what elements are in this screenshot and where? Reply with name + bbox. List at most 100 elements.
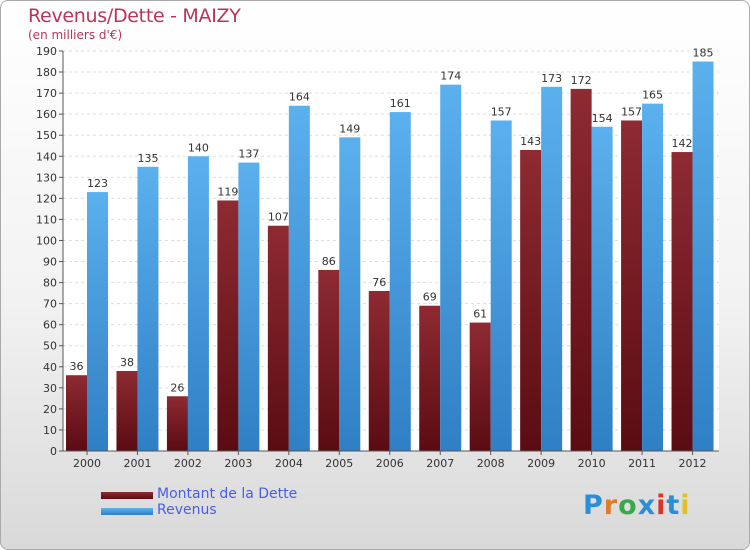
revenue-value-label: 174 <box>440 70 461 83</box>
x-tick-label: 2002 <box>174 457 202 470</box>
debt-value-label: 157 <box>621 105 642 118</box>
x-tick-label: 2008 <box>477 457 505 470</box>
debt-value-label: 69 <box>423 291 437 304</box>
proxiti-logo: Proxiti <box>583 490 691 521</box>
logo-letter: r <box>603 490 619 521</box>
y-tick-label: 50 <box>43 340 57 353</box>
revenue-bar <box>137 166 159 451</box>
revenue-value-label: 185 <box>693 47 714 60</box>
x-tick-label: 2004 <box>275 457 303 470</box>
y-tick-label: 60 <box>43 319 57 332</box>
y-tick-label: 30 <box>43 382 57 395</box>
revenue-bar <box>187 156 209 451</box>
revenue-value-label: 149 <box>339 122 360 135</box>
revenue-value-label: 154 <box>592 112 613 125</box>
debt-value-label: 26 <box>170 381 184 394</box>
revenue-bar <box>87 192 108 452</box>
debt-value-label: 61 <box>473 308 487 321</box>
x-tick-label: 2010 <box>578 457 606 470</box>
y-tick-label: 180 <box>36 66 57 79</box>
revenue-value-label: 135 <box>137 152 158 165</box>
y-tick-label: 40 <box>43 361 57 374</box>
revenue-bar <box>692 61 714 452</box>
x-tick-label: 2001 <box>123 457 151 470</box>
revenue-bar <box>288 105 310 451</box>
debt-value-label: 107 <box>268 211 289 224</box>
logo-letter: o <box>618 490 638 521</box>
debt-bar <box>318 269 340 451</box>
revenue-bar <box>642 103 664 451</box>
revenue-bar <box>238 162 260 451</box>
x-tick-label: 2009 <box>527 457 555 470</box>
debt-value-label: 76 <box>372 276 386 289</box>
x-tick-label: 2011 <box>628 457 656 470</box>
chart-subtitle: (en milliers d'€) <box>28 28 123 42</box>
revenue-bar <box>389 112 411 451</box>
y-tick-label: 20 <box>43 403 57 416</box>
y-tick-label: 70 <box>43 298 57 311</box>
x-tick-label: 2012 <box>679 457 707 470</box>
axes: 0 10 20 30 40 50 60 70 80 90 100 110 120 130 140 150 160… <box>36 45 719 470</box>
revenue-value-label: 140 <box>188 141 209 154</box>
x-tick-label: 2005 <box>325 457 353 470</box>
legend-label-revenue: Revenus <box>157 502 217 518</box>
logo-letter: t <box>666 490 681 521</box>
y-tick-label: 150 <box>36 129 57 142</box>
debt-value-label: 38 <box>120 356 134 369</box>
debt-value-label: 36 <box>70 360 84 373</box>
debt-value-label: 119 <box>217 185 238 198</box>
y-tick-label: 10 <box>43 424 57 437</box>
debt-value-label: 142 <box>672 137 693 150</box>
debt-bar <box>267 225 289 451</box>
revenue-value-label: 165 <box>642 89 663 102</box>
logo-letter: i <box>680 490 691 521</box>
revenue-bar <box>541 86 563 451</box>
debt-bar <box>520 149 542 451</box>
value-labels: 36 123 38 135 26 140 119 137 107 164 86 149 76 161 69 1… <box>70 47 714 395</box>
legend-swatch-debt <box>101 492 153 499</box>
debt-value-label: 143 <box>520 135 541 148</box>
revenue-value-label: 123 <box>87 177 108 190</box>
debt-bar <box>671 152 693 452</box>
y-tick-label: 140 <box>36 150 57 163</box>
revenue-bar <box>591 126 613 451</box>
y-tick-label: 120 <box>36 192 57 205</box>
revenue-value-label: 173 <box>541 72 562 85</box>
revenue-bar <box>440 84 462 452</box>
logo-letter: x <box>637 490 657 521</box>
debt-bar <box>419 305 441 451</box>
debt-bar <box>621 120 643 451</box>
x-tick-label: 2006 <box>376 457 404 470</box>
debt-value-label: 172 <box>571 74 592 87</box>
y-tick-label: 80 <box>43 277 57 290</box>
revenue-value-label: 157 <box>491 105 512 118</box>
logo-letter: P <box>583 490 604 521</box>
x-tick-label: 2003 <box>224 457 252 470</box>
debt-bar <box>570 88 592 451</box>
y-tick-label: 170 <box>36 87 57 100</box>
y-tick-label: 90 <box>43 256 57 269</box>
revenue-value-label: 137 <box>238 148 259 161</box>
revenue-bar <box>339 137 361 451</box>
y-tick-label: 130 <box>36 171 57 184</box>
revenue-bar <box>490 120 512 451</box>
debt-bar <box>469 322 491 451</box>
y-tick-label: 190 <box>36 45 57 58</box>
legend-label-debt: Montant de la Dette <box>157 486 298 502</box>
revenue-value-label: 164 <box>289 91 310 104</box>
y-tick-label: 100 <box>36 234 57 247</box>
legend-swatch-revenue <box>101 508 153 515</box>
y-tick-label: 160 <box>36 108 57 121</box>
x-tick-label: 2007 <box>426 457 454 470</box>
logo-letter: i <box>656 490 667 521</box>
debt-bar <box>217 200 239 451</box>
debt-value-label: 86 <box>322 255 336 268</box>
chart-title: Revenus/Dette - MAIZY <box>28 5 241 27</box>
debt-bar <box>116 371 138 451</box>
y-tick-label: 0 <box>50 445 57 458</box>
bars <box>66 61 714 452</box>
debt-bar <box>166 396 188 451</box>
x-tick-label: 2000 <box>73 457 101 470</box>
